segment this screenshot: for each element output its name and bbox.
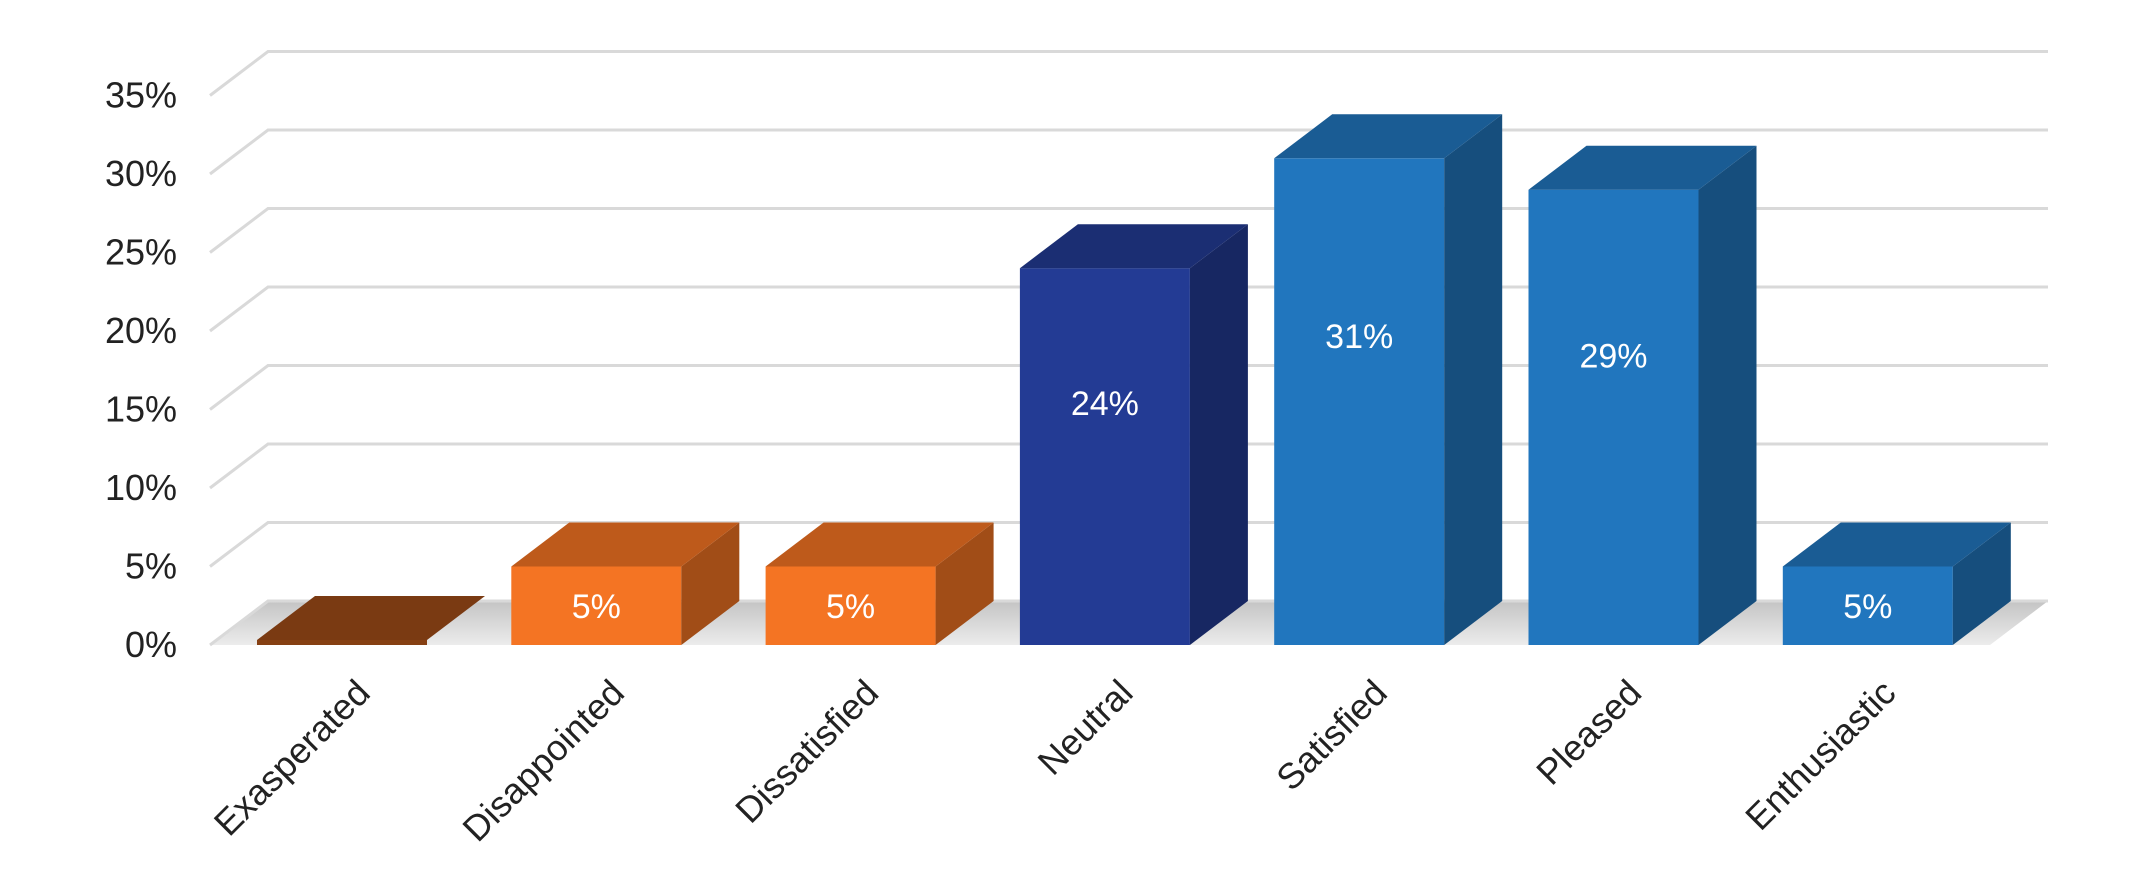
bar-top <box>1782 522 2011 567</box>
x-category-label: Exasperated <box>206 672 378 844</box>
bar-top <box>1274 114 1503 159</box>
data-label: 29% <box>1579 337 1647 375</box>
x-category-label: Dissatisfied <box>727 672 886 831</box>
x-category-label: Pleased <box>1528 672 1649 793</box>
y-tick-label: 30% <box>105 153 177 194</box>
x-category-label: Neutral <box>1029 672 1140 783</box>
x-category-label: Disappointed <box>454 672 632 850</box>
bar <box>257 596 485 645</box>
data-label: 5% <box>1843 588 1892 626</box>
data-label: 5% <box>826 588 875 626</box>
bar: 5% <box>1782 522 2011 645</box>
data-label: 24% <box>1071 385 1139 423</box>
y-tick-label: 15% <box>105 389 177 430</box>
y-tick-label: 20% <box>105 310 177 351</box>
bar-front <box>1782 566 1953 645</box>
bar-front <box>257 640 427 645</box>
bar-front <box>1528 189 1699 645</box>
data-label: 5% <box>572 588 621 626</box>
bar-top <box>511 522 740 567</box>
x-category-label: Enthusiastic <box>1737 672 1903 838</box>
bar: 29% <box>1528 145 1757 645</box>
bar-side <box>1189 224 1248 645</box>
bar: 5% <box>765 522 994 645</box>
y-tick-label: 10% <box>105 467 177 508</box>
bars: 5% 5% 24% 31% 29% 5% <box>257 114 2011 646</box>
bar-side <box>1698 145 1757 645</box>
bar-front <box>1274 158 1445 646</box>
bar-side <box>681 522 740 645</box>
bar: 5% <box>511 522 740 645</box>
bar-side <box>935 522 994 645</box>
y-axis-ticks: 0% 5% 10% 15% 20% 25% 30% 35% <box>105 75 177 666</box>
bar-front <box>1019 268 1190 645</box>
x-axis-labels: Exasperated Disappointed Dissatisfied Neutr… <box>206 672 1904 850</box>
y-tick-label: 25% <box>105 232 177 273</box>
bar-top <box>257 596 485 640</box>
gridline <box>209 128 2048 176</box>
bar-front <box>511 566 682 645</box>
y-tick-label: 0% <box>125 624 177 665</box>
y-tick-label: 5% <box>125 546 177 587</box>
gridline <box>209 50 2048 97</box>
data-label: 31% <box>1325 318 1393 356</box>
bar: 31% <box>1274 114 1503 646</box>
bar-top <box>1019 224 1248 269</box>
bar-front <box>765 566 936 645</box>
bar-top <box>1528 145 1757 190</box>
x-category-label: Satisfied <box>1268 672 1395 799</box>
bar-side <box>1444 114 1503 646</box>
bar-top <box>765 522 994 567</box>
y-tick-label: 35% <box>105 75 177 116</box>
bar: 24% <box>1019 224 1248 645</box>
bar-side <box>1952 522 2011 645</box>
